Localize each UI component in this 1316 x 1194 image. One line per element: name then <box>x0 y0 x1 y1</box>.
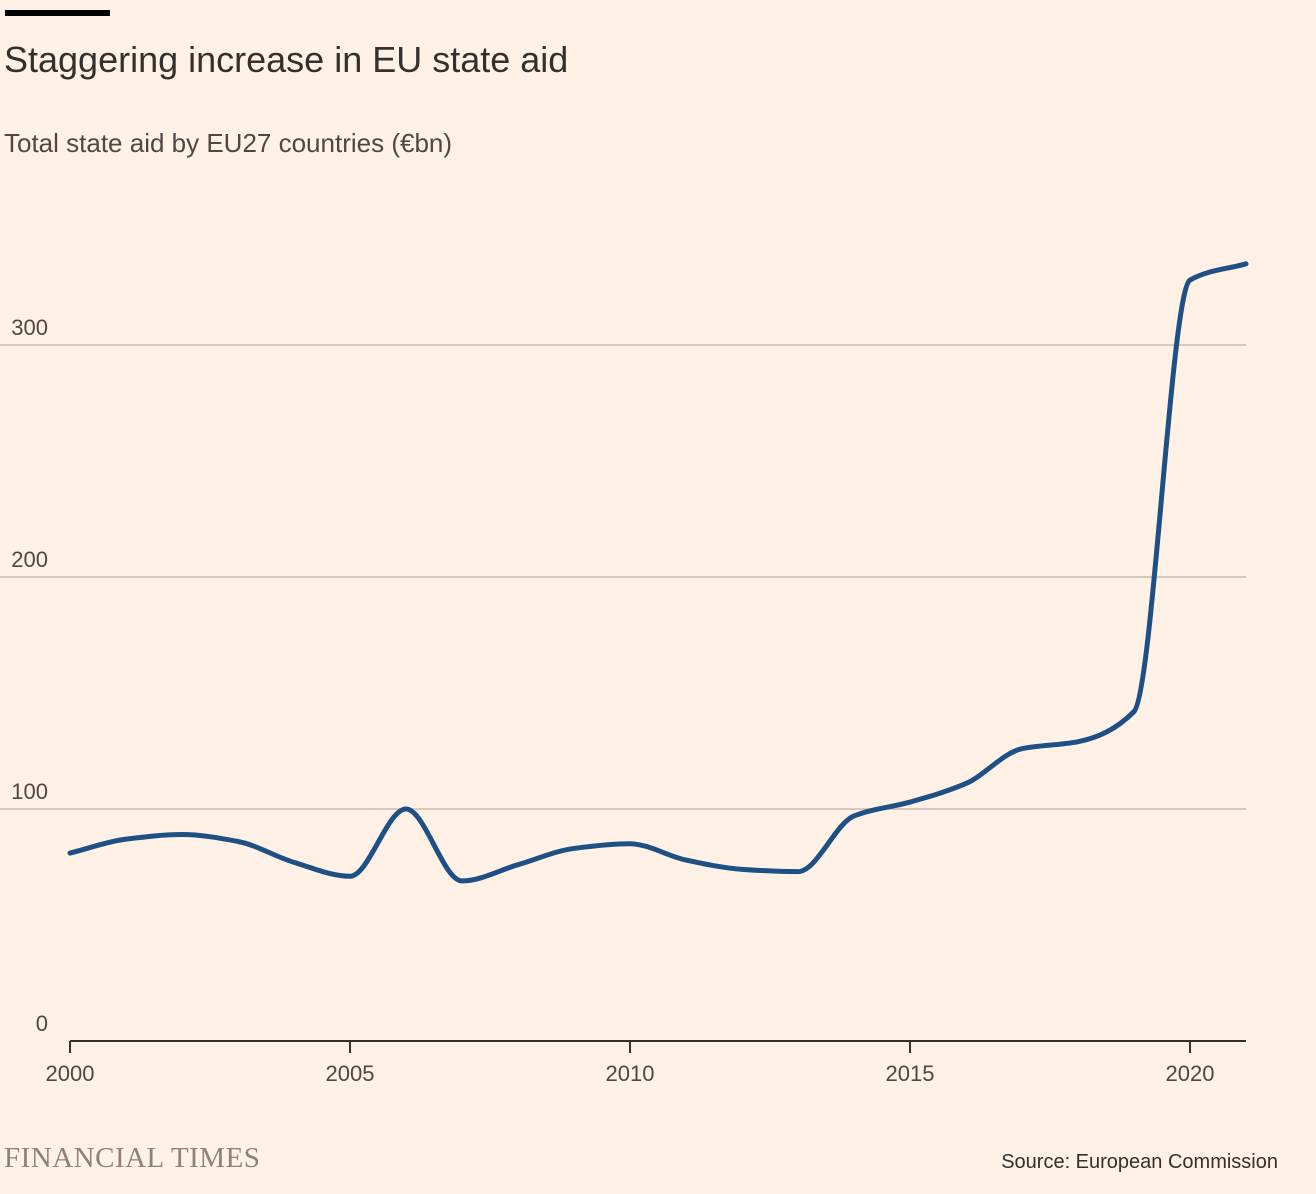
chart-subtitle: Total state aid by EU27 countries (€bn) <box>4 128 453 158</box>
x-tick-label-2010: 2010 <box>606 1061 655 1086</box>
y-tick-label-100: 100 <box>11 779 48 804</box>
series-line-0 <box>67 261 1249 884</box>
gridlines <box>0 344 1246 810</box>
y-axis-tick-labels: 0 100 200 300 <box>11 315 48 1036</box>
x-tick-label-2015: 2015 <box>886 1061 935 1086</box>
x-tick-label-2020: 2020 <box>1166 1061 1215 1086</box>
y-tick-label-200: 200 <box>11 547 48 572</box>
x-axis-tick-labels: 2000 2005 2010 2015 2020 <box>46 1041 1215 1086</box>
y-tick-label-300: 300 <box>11 315 48 340</box>
y-tick-label-0: 0 <box>36 1011 48 1036</box>
x-tick-label-2005: 2005 <box>326 1061 375 1086</box>
top-accent-bar <box>5 10 110 16</box>
source-note: Source: European Commission <box>1001 1151 1278 1173</box>
series-layer <box>67 261 1249 884</box>
chart-title: Staggering increase in EU state aid <box>4 39 569 80</box>
ft-logo-text: FINANCIAL TIMES <box>4 1142 261 1174</box>
x-tick-label-2000: 2000 <box>46 1061 95 1086</box>
